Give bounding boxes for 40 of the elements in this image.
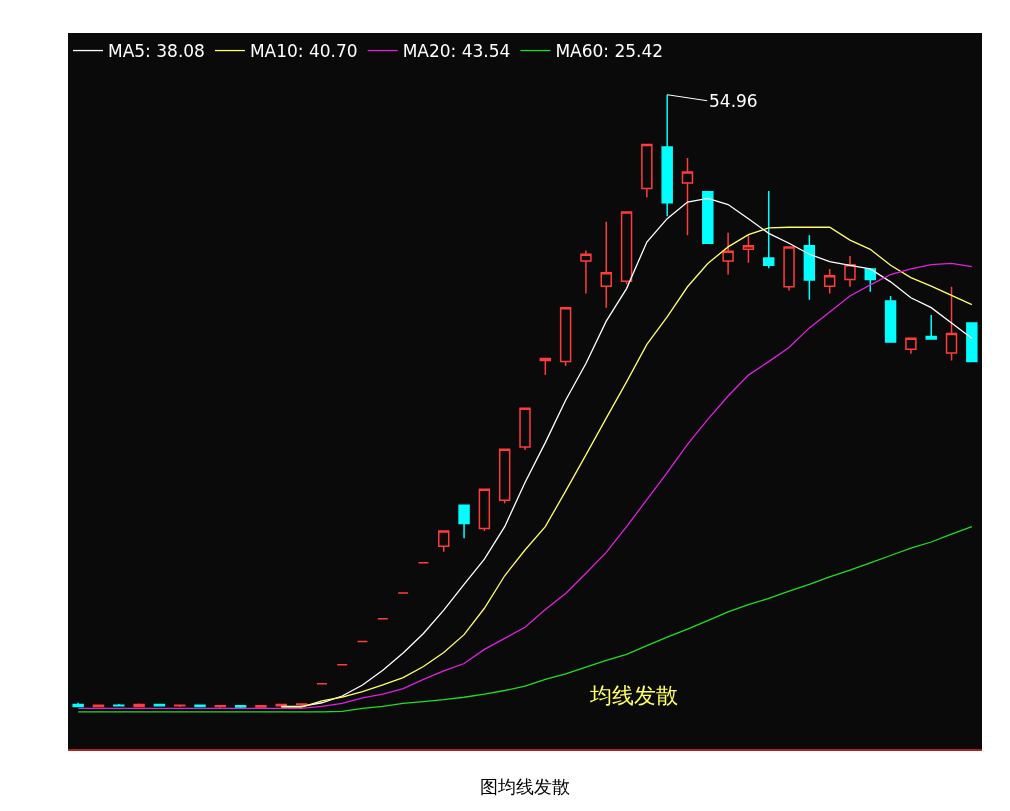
candlestick — [194, 703, 206, 708]
legend-label: MA5: 38.08 — [108, 41, 205, 62]
candlestick — [681, 157, 694, 236]
legend-label: MA60: 25.42 — [555, 41, 664, 62]
candlestick — [498, 448, 511, 505]
candlestick — [905, 337, 917, 355]
candlestick — [316, 682, 328, 685]
annotation: 均线发散 — [589, 683, 678, 708]
candlestick — [925, 314, 937, 340]
candlestick — [742, 234, 755, 264]
candlestick — [641, 143, 653, 198]
candlestick — [884, 295, 897, 343]
candlestick — [803, 234, 816, 301]
candlestick — [966, 322, 978, 363]
candlestick — [702, 190, 714, 244]
candlestick — [519, 407, 531, 451]
candlestick — [945, 286, 958, 362]
legend-label: MA20: 43.54 — [402, 41, 511, 62]
candlestick — [559, 306, 572, 367]
candlestick — [438, 530, 450, 553]
candlestick — [600, 220, 612, 309]
candlestick — [336, 663, 348, 666]
candlestick — [173, 703, 186, 708]
candlestick — [377, 617, 389, 620]
candlestick — [113, 703, 125, 708]
candlestick — [620, 211, 633, 286]
candlestick — [580, 249, 592, 295]
candlestick — [844, 255, 856, 288]
candlestick — [661, 93, 673, 217]
candlestick — [763, 190, 775, 270]
candlestick — [478, 488, 491, 532]
candlestick — [783, 246, 795, 292]
candlestick — [458, 504, 470, 540]
candlestick — [255, 704, 267, 709]
candlestick — [356, 640, 369, 643]
annotation: 54.96 — [709, 91, 758, 111]
text: 图均线发散 — [480, 776, 570, 797]
candlestick — [722, 232, 734, 276]
candlestick — [823, 268, 836, 295]
legend-label: MA10: 40.70 — [249, 41, 358, 62]
